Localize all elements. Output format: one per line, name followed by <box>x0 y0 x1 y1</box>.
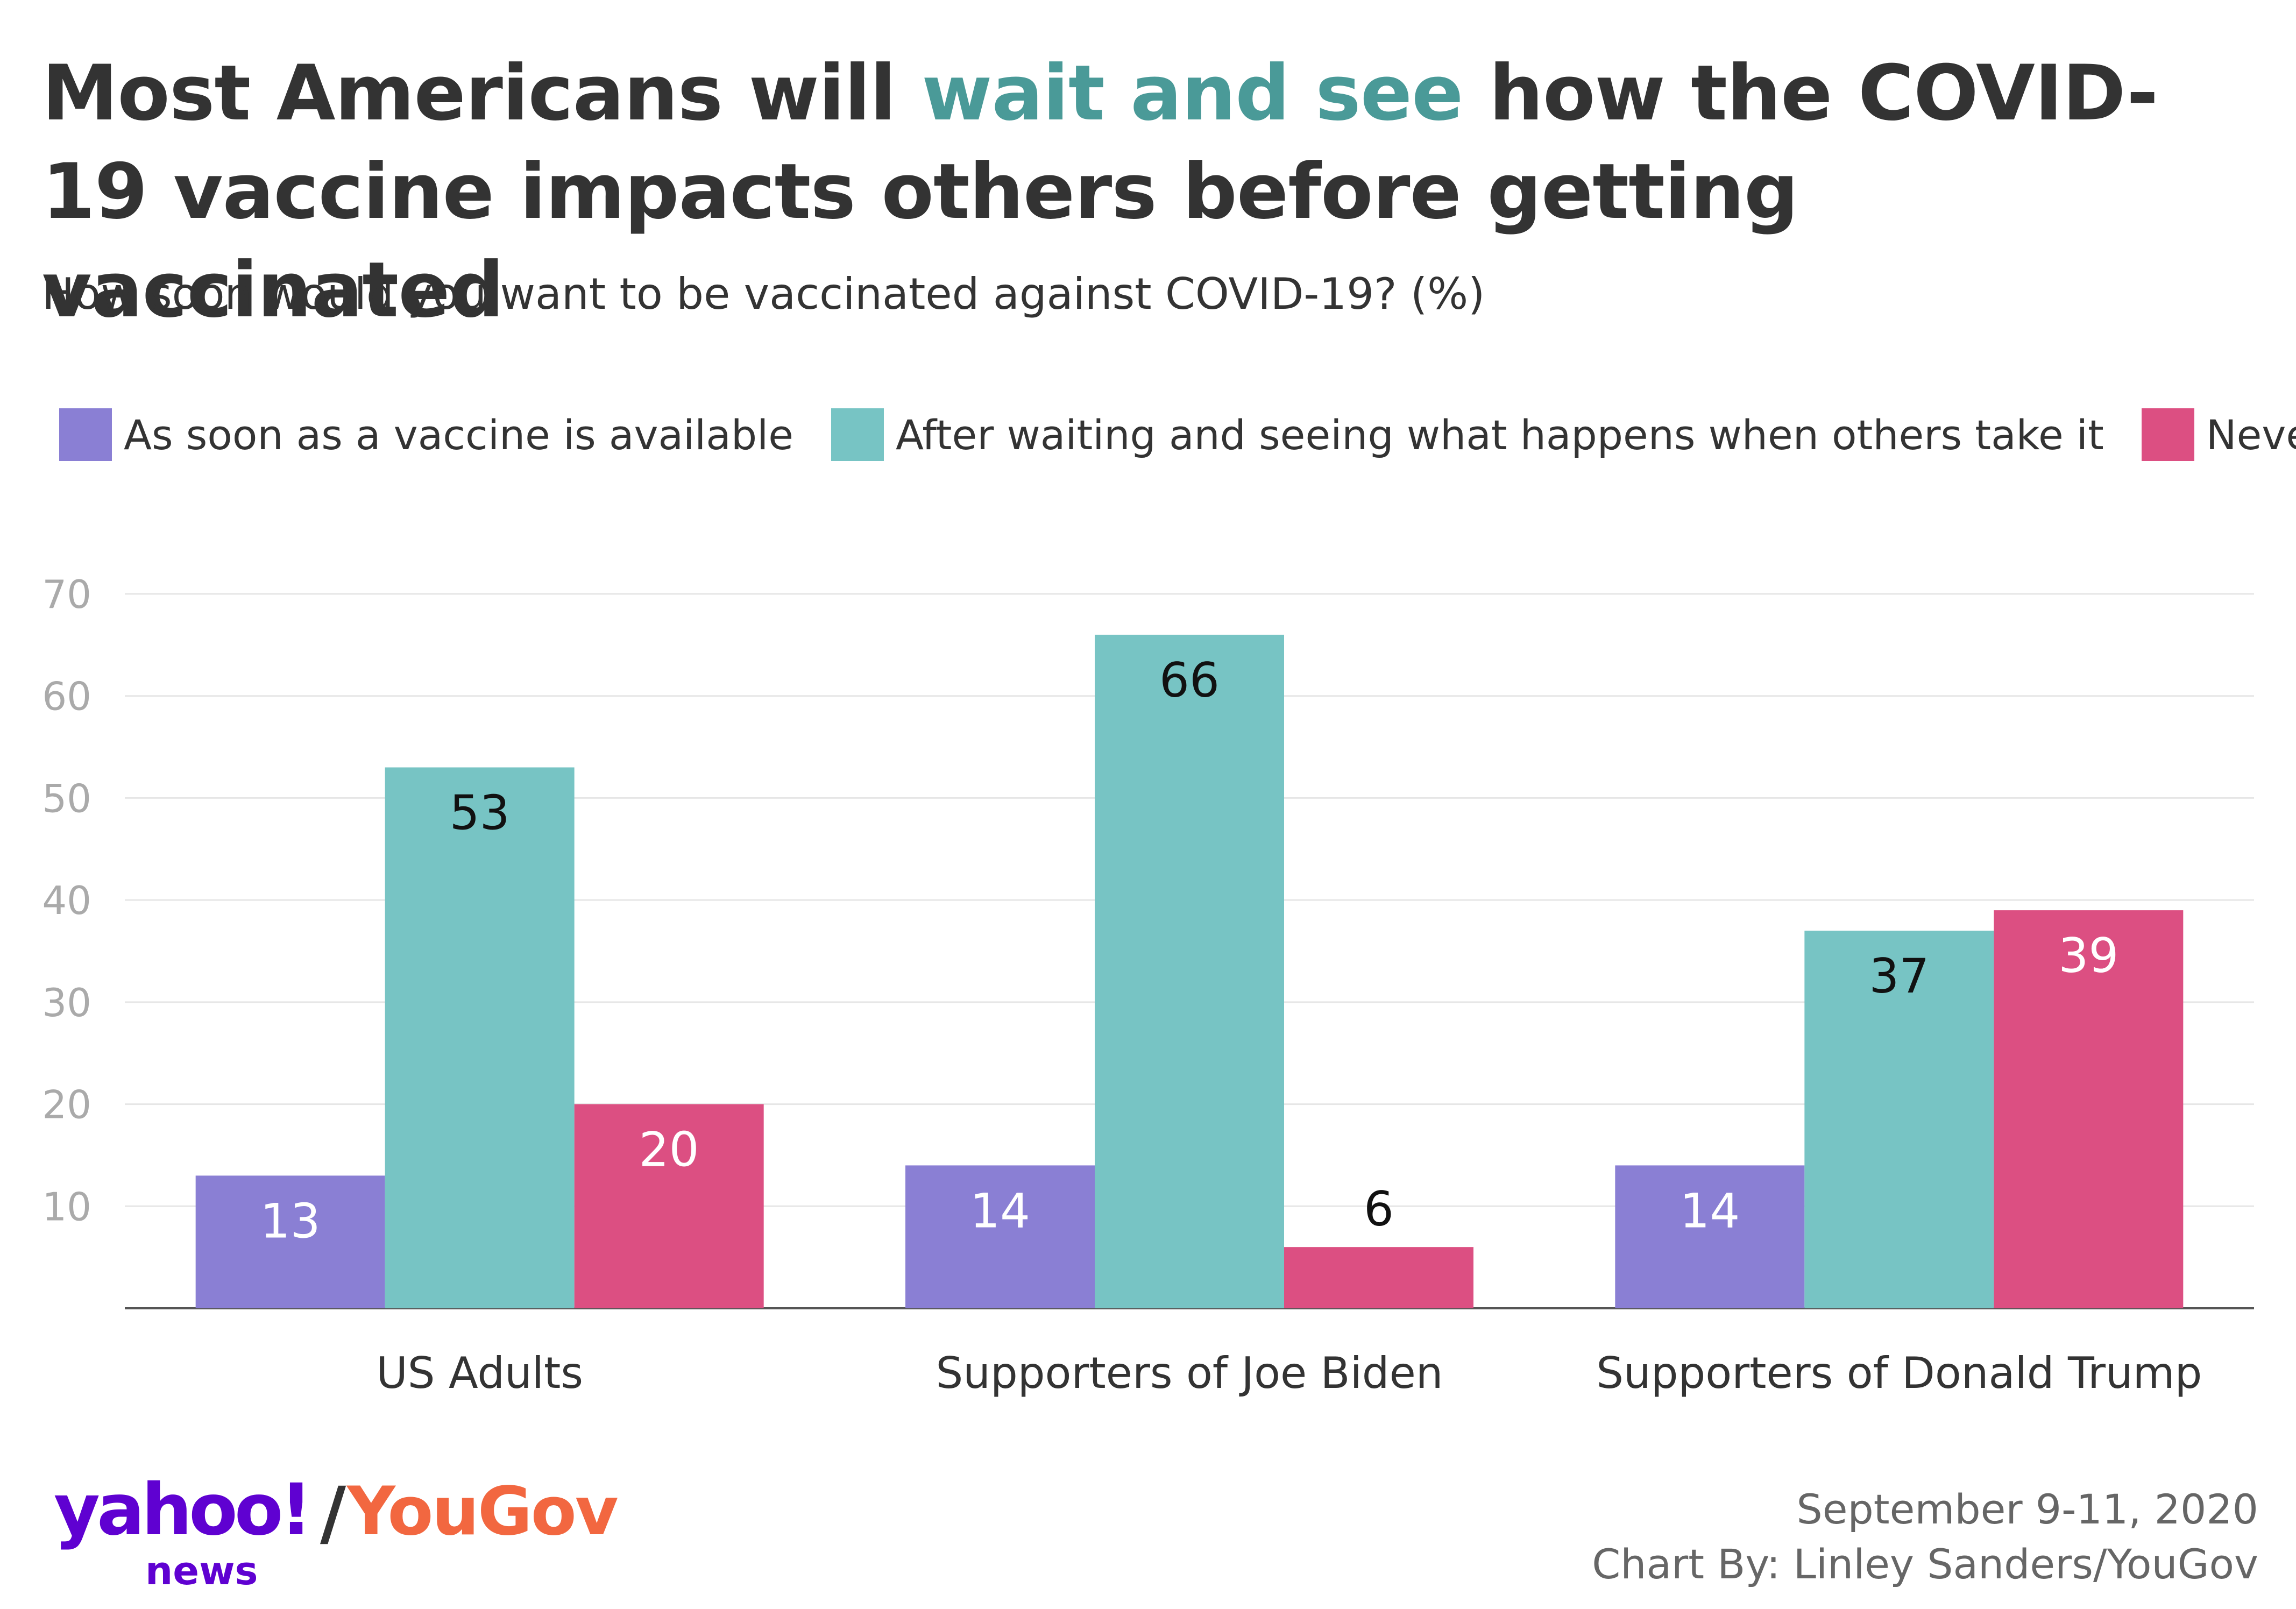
x-tick-label-2: Supporters of Donald Trump <box>1596 1348 2202 1398</box>
data-label-0-0: 13 <box>260 1193 321 1249</box>
legend-swatch-never <box>2141 408 2194 461</box>
bar-1-2 <box>1284 1247 1473 1308</box>
title-part1: Most Americans will <box>42 49 922 138</box>
data-label-1-2: 6 <box>1364 1181 1394 1237</box>
bar-2-0 <box>1615 1165 1805 1308</box>
footer-credits: September 9-11, 2020 Chart By: Linley Sa… <box>1592 1482 2258 1592</box>
logo-slash: / <box>320 1472 346 1555</box>
bar-0-1 <box>385 767 575 1308</box>
legend-label-soon: As soon as a vaccine is available <box>124 410 793 459</box>
news-logo-text: news <box>145 1548 258 1593</box>
bar-1-0 <box>905 1165 1095 1308</box>
legend-item-soon: As soon as a vaccine is available <box>59 408 793 461</box>
survey-date: September 9-11, 2020 <box>1796 1485 2258 1533</box>
data-label-1-0: 14 <box>970 1183 1030 1238</box>
legend-label-never: Never <box>2206 410 2296 459</box>
y-tick-label-20: 20 <box>42 1082 91 1128</box>
x-tick-label-0: US Adults <box>376 1348 583 1398</box>
y-tick-label-10: 10 <box>42 1184 91 1229</box>
data-label-0-2: 20 <box>639 1122 699 1178</box>
legend-label-wait: After waiting and seeing what happens wh… <box>895 410 2104 459</box>
data-label-0-1: 53 <box>450 785 510 841</box>
bar-2-1 <box>1804 931 1994 1308</box>
title-highlight: wait and see <box>922 49 1463 138</box>
y-tick-label-70: 70 <box>42 572 91 617</box>
chart-title: Most Americans will wait and see how the… <box>42 44 2248 339</box>
legend-item-never: Never <box>2141 408 2296 461</box>
yougov-logo-text: YouGov <box>347 1473 619 1550</box>
y-tick-label-60: 60 <box>42 674 91 719</box>
data-label-2-2: 39 <box>2058 928 2118 983</box>
x-tick-label-1: Supporters of Joe Biden <box>936 1348 1443 1398</box>
bar-2-2 <box>1994 910 2184 1308</box>
bar-0-2 <box>574 1104 764 1308</box>
yahoo-logo-text: yahoo! <box>54 1469 313 1551</box>
data-label-2-1: 37 <box>1869 948 1929 1004</box>
data-label-1-1: 66 <box>1159 653 1220 708</box>
legend-swatch-wait <box>831 408 884 461</box>
legend: As soon as a vaccine is available After … <box>59 408 2296 462</box>
legend-item-wait: After waiting and seeing what happens wh… <box>831 408 2104 461</box>
legend-swatch-soon <box>59 408 112 461</box>
chart-subtitle: How soon would you want to be vaccinated… <box>42 269 1485 319</box>
data-label-2-0: 14 <box>1680 1183 1740 1238</box>
chart-credit: Chart By: Linley Sanders/YouGov <box>1592 1540 2258 1588</box>
bar-0-0 <box>195 1175 385 1308</box>
y-tick-label-40: 40 <box>42 878 91 923</box>
y-tick-label-30: 30 <box>42 980 91 1025</box>
title-part2: how the COVID-19 vaccine impacts others … <box>42 49 2158 335</box>
bar-1-1 <box>1095 634 1284 1308</box>
y-tick-label-50: 50 <box>42 776 91 821</box>
